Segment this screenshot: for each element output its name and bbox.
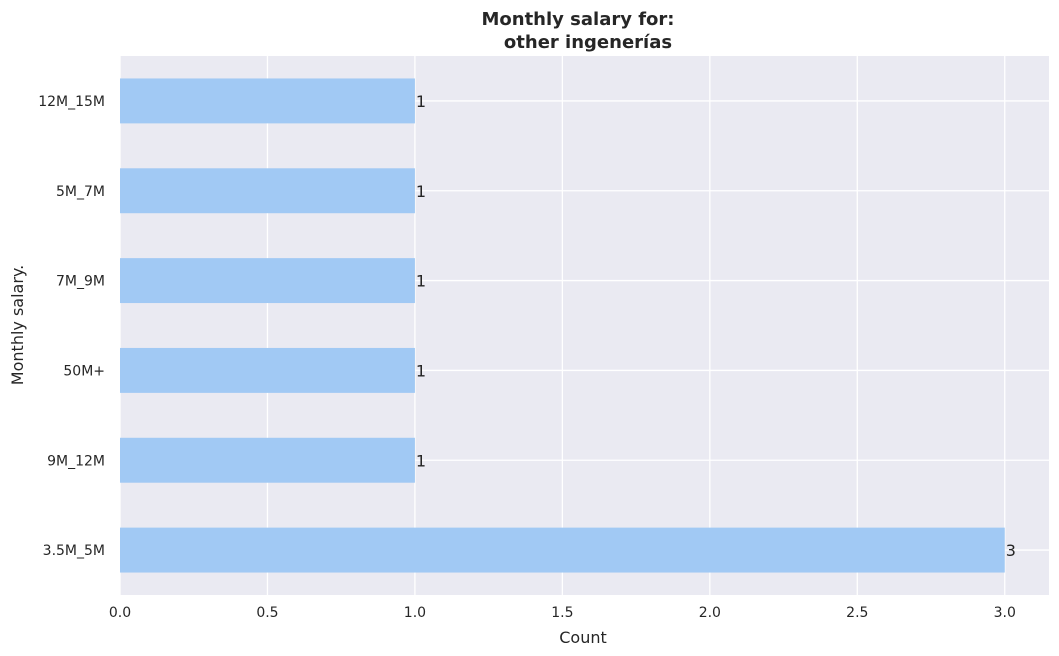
data-label: 1 [416, 361, 426, 380]
x-tick-label: 1.0 [404, 605, 426, 621]
data-label: 3 [1006, 541, 1016, 560]
chart-title-line-2: other ingenerías [504, 32, 672, 53]
bar [120, 258, 415, 304]
x-tick-labels: 0.0 0.5 1.0 1.5 2.0 2.5 3.0 [109, 605, 1016, 621]
data-label: 1 [416, 182, 426, 201]
y-tick-label: 7M_9M [56, 274, 105, 290]
bar [120, 78, 415, 124]
data-label: 1 [416, 451, 426, 470]
x-axis-label: Count [559, 628, 607, 647]
x-tick-label: 0.0 [109, 605, 131, 621]
y-tick-label: 12M_15M [38, 94, 105, 110]
x-tick-label: 2.5 [846, 605, 868, 621]
data-label: 1 [416, 92, 426, 111]
y-tick-label: 3.5M_5M [43, 543, 105, 559]
y-tick-label: 9M_12M [47, 453, 105, 469]
plot-area [120, 56, 1049, 595]
data-label: 1 [416, 272, 426, 291]
x-tick-label: 3.0 [994, 605, 1016, 621]
bar [120, 527, 1005, 573]
bar [120, 168, 415, 214]
x-tick-label: 2.0 [699, 605, 721, 621]
y-tick-label: 5M_7M [56, 184, 105, 200]
x-tick-label: 1.5 [551, 605, 573, 621]
chart-title-line-1: Monthly salary for: [481, 9, 674, 30]
x-tick-label: 0.5 [256, 605, 278, 621]
y-axis-label: Monthly salary. [8, 265, 27, 385]
bar [120, 347, 415, 393]
data-labels: 3 1 1 1 1 1 [416, 92, 1016, 560]
bar [120, 437, 415, 483]
y-tick-labels: 3.5M_5M 9M_12M 50M+ 7M_9M 5M_7M 12M_15M [38, 94, 105, 559]
bars [120, 78, 1005, 573]
y-tick-label: 50M+ [63, 363, 105, 379]
